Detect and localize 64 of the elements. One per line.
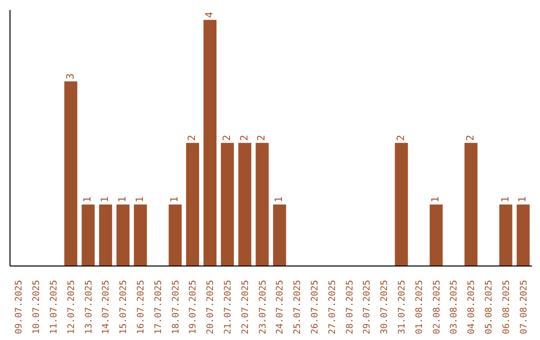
bar — [256, 142, 269, 266]
x-tick-label: 01.08.2025 — [414, 280, 425, 334]
bar — [516, 204, 530, 266]
data-label: 2 — [187, 134, 198, 141]
x-tick-label: 15.07.2025 — [119, 280, 130, 334]
x-tick-label: 26.07.2025 — [310, 280, 320, 334]
x-tick-label: 30.07.2025 — [380, 280, 390, 334]
x-tick-label: 04.08.2025 — [467, 280, 478, 334]
data-label: 1 — [518, 196, 529, 202]
x-tick-label: 18.07.2025 — [171, 280, 182, 334]
data-label: 1 — [500, 196, 512, 202]
bar — [116, 204, 130, 266]
data-label: 2 — [396, 134, 407, 141]
data-label: 1 — [274, 196, 286, 202]
x-tick-label: 05.08.2025 — [484, 280, 494, 334]
data-label: 2 — [256, 134, 268, 141]
x-tick-label: 06.08.2025 — [502, 280, 512, 334]
x-tick-label: 20.07.2025 — [206, 280, 216, 334]
bar — [186, 142, 200, 266]
x-tick-label: 22.07.2025 — [240, 280, 251, 334]
bar — [134, 204, 147, 266]
x-tick-label: 21.07.2025 — [224, 280, 234, 334]
x-tick-label: 27.07.2025 — [328, 280, 338, 334]
x-tick-label: 07.08.2025 — [519, 280, 530, 334]
data-label: 4 — [204, 12, 216, 18]
data-label: 1 — [82, 196, 94, 202]
bar — [238, 142, 252, 266]
bar — [99, 204, 112, 266]
x-tick-label: 19.07.2025 — [188, 280, 199, 334]
x-tick-label: 10.07.2025 — [32, 280, 42, 334]
bar — [168, 204, 182, 266]
bar — [464, 142, 478, 266]
x-tick-label: 11.07.2025 — [50, 280, 60, 334]
x-tick-label: 23.07.2025 — [258, 280, 268, 334]
bar — [273, 204, 286, 266]
data-label: 1 — [100, 196, 112, 202]
x-tick-label: 28.07.2025 — [345, 280, 356, 334]
x-tick-label: 03.08.2025 — [450, 280, 460, 334]
data-label: 1 — [430, 196, 442, 202]
x-tick-label: 25.07.2025 — [293, 280, 304, 334]
x-tick-label: 16.07.2025 — [136, 280, 146, 334]
data-label: 2 — [222, 134, 233, 141]
data-label: 1 — [134, 196, 146, 202]
bar — [203, 20, 216, 266]
bar — [82, 204, 95, 266]
x-tick-label: 09.07.2025 — [14, 280, 25, 334]
data-label: 2 — [465, 134, 476, 141]
x-tick-label: 24.07.2025 — [276, 280, 286, 334]
x-tick-label: 29.07.2025 — [362, 280, 373, 334]
bar — [394, 142, 408, 266]
data-label: 1 — [117, 196, 128, 202]
bar — [220, 142, 234, 266]
data-label: 3 — [65, 73, 76, 80]
data-label: 2 — [239, 134, 250, 141]
bar — [64, 81, 78, 266]
bar — [499, 204, 512, 266]
x-tick-label: 02.08.2025 — [432, 280, 442, 334]
x-tick-label: 12.07.2025 — [66, 280, 77, 334]
x-tick-label: 17.07.2025 — [154, 280, 164, 334]
x-tick-label: 14.07.2025 — [102, 280, 112, 334]
data-label: 1 — [170, 196, 181, 202]
x-tick-label: 31.07.2025 — [398, 280, 408, 334]
bar — [430, 204, 443, 266]
x-tick-label: 13.07.2025 — [84, 280, 94, 334]
